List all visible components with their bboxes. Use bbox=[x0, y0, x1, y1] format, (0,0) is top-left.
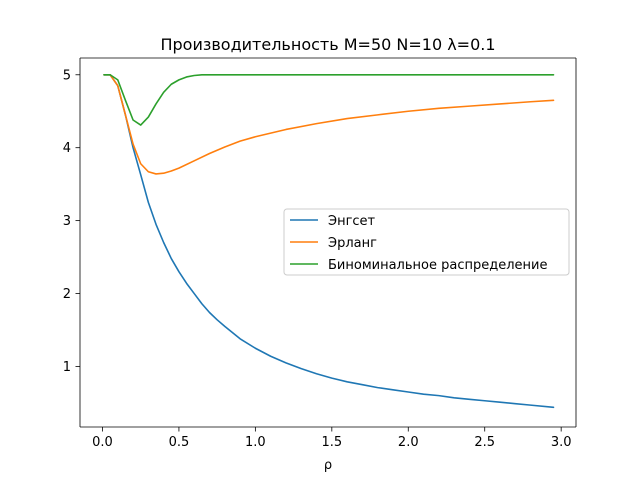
series-line-2 bbox=[103, 73, 555, 175]
legend-label-1: Энгсет bbox=[328, 214, 376, 229]
series-line-1 bbox=[103, 73, 555, 409]
y-tick-label: 2 bbox=[63, 287, 71, 302]
legend-label-2: Эрланг bbox=[328, 236, 377, 251]
x-tick-label: 3.0 bbox=[551, 435, 572, 450]
x-tick-label: 0.5 bbox=[169, 435, 190, 450]
x-tick-label: 2.0 bbox=[398, 435, 419, 450]
legend-label-3: Биноминальное распределение bbox=[328, 258, 547, 273]
ticks: 0.0 0.5 1.0 1.5 2.0 2.5 3.0 1 2 3 4 5 bbox=[63, 68, 572, 450]
x-tick-label: 1.0 bbox=[245, 435, 266, 450]
axes bbox=[79, 57, 577, 428]
y-tick-label: 3 bbox=[63, 214, 71, 229]
legend-frame bbox=[283, 208, 570, 276]
y-tick-label: 5 bbox=[63, 68, 71, 83]
series-layer bbox=[103, 73, 555, 409]
y-tick-label: 4 bbox=[63, 141, 71, 156]
legend: Энгсет Эрланг Биноминальное распределение bbox=[283, 208, 570, 276]
x-tick-label: 0.0 bbox=[92, 435, 113, 450]
y-tick-label: 1 bbox=[63, 360, 71, 375]
chart-title: Производительность M=50 N=10 λ=0.1 bbox=[160, 35, 495, 54]
x-axis-label: ρ bbox=[324, 458, 332, 473]
x-tick-label: 2.5 bbox=[474, 435, 495, 450]
x-tick-label: 1.5 bbox=[321, 435, 342, 450]
series-line-3 bbox=[103, 73, 555, 126]
